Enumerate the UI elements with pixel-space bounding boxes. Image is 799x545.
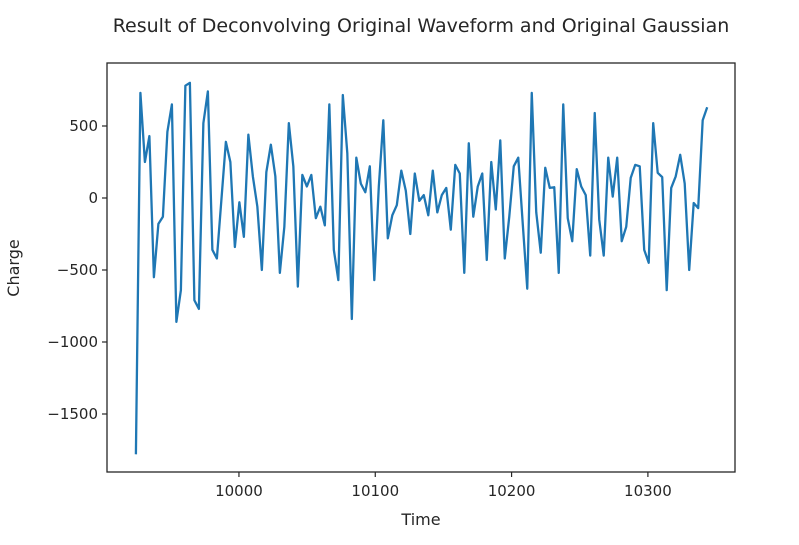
x-tick-label: 10200 xyxy=(488,482,536,500)
y-tick-label: −1500 xyxy=(47,405,98,423)
x-axis-label: Time xyxy=(400,510,440,529)
x-tick-label: 10100 xyxy=(351,482,399,500)
axes-frame xyxy=(106,62,736,473)
y-tick-label: −1000 xyxy=(47,333,98,351)
x-tick-label: 10000 xyxy=(215,482,263,500)
chart-title: Result of Deconvolving Original Waveform… xyxy=(113,15,730,37)
y-tick-label: −500 xyxy=(57,261,98,279)
y-tick-label: 500 xyxy=(69,117,98,135)
series-layer xyxy=(134,81,709,455)
y-axis-label: Charge xyxy=(4,239,23,296)
plot-area xyxy=(107,63,735,472)
x-axis-ticks: 10000 10100 10200 10300 xyxy=(215,472,672,500)
y-axis-ticks: 500 0 −500 −1000 −1500 xyxy=(47,117,107,423)
data-line-series-0 xyxy=(134,81,709,455)
x-tick-label: 10300 xyxy=(624,482,672,500)
y-tick-label: 0 xyxy=(88,189,98,207)
